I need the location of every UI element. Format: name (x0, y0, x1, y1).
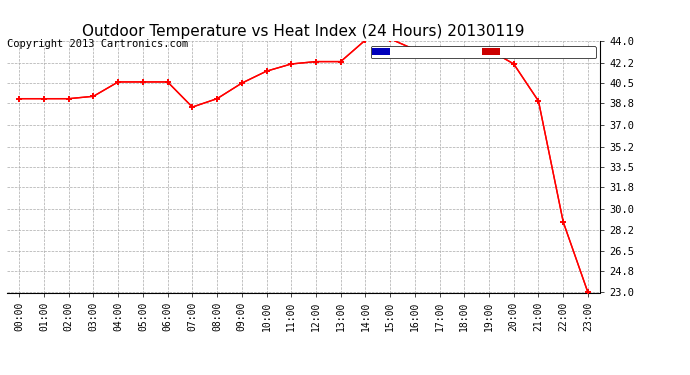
Legend: Heat Index  (°F), Temperature  (°F): Heat Index (°F), Temperature (°F) (371, 46, 595, 58)
Title: Outdoor Temperature vs Heat Index (24 Hours) 20130119: Outdoor Temperature vs Heat Index (24 Ho… (82, 24, 525, 39)
Text: Copyright 2013 Cartronics.com: Copyright 2013 Cartronics.com (7, 39, 188, 50)
